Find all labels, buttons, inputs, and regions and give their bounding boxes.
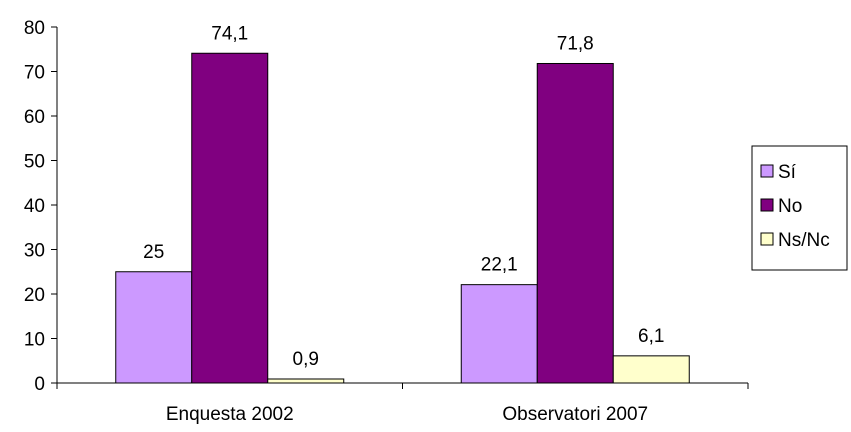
y-tick-label: 80 xyxy=(24,18,45,39)
data-label: 6,1 xyxy=(638,326,664,347)
y-tick-label: 70 xyxy=(24,63,45,84)
legend-swatch xyxy=(760,232,774,246)
x-axis: Enquesta 2002 Observatori 2007 xyxy=(56,382,749,425)
y-tick-label: 0 xyxy=(34,374,45,395)
data-label: 71,8 xyxy=(557,33,594,54)
bar-ns-nc-1 xyxy=(267,378,345,384)
legend: Sí No Ns/Nc xyxy=(751,145,848,271)
legend-swatch xyxy=(760,164,774,178)
legend-label: Sí xyxy=(778,162,797,183)
x-category-label: Observatori 2007 xyxy=(502,404,648,425)
legend-label: Ns/Nc xyxy=(778,230,830,251)
legend-label: No xyxy=(778,196,802,217)
bars: 25 22,1 74,1 71,8 0,9 6,1 xyxy=(115,23,690,384)
bar-ns-nc-2 xyxy=(612,355,690,384)
bar-no-1 xyxy=(191,52,269,384)
y-tick-label: 10 xyxy=(24,330,45,351)
data-label: 0,9 xyxy=(293,349,319,370)
x-category-label: Enquesta 2002 xyxy=(166,404,294,425)
y-tick-label: 30 xyxy=(24,241,45,262)
data-label: 74,1 xyxy=(211,23,248,44)
data-label: 25 xyxy=(143,242,164,263)
y-tick-label: 40 xyxy=(24,196,45,217)
y-tick-label: 50 xyxy=(24,152,45,173)
data-label: 22,1 xyxy=(481,255,518,276)
y-tick-label: 20 xyxy=(24,285,45,306)
bar-s--2 xyxy=(460,284,538,384)
bar-no-2 xyxy=(536,62,614,384)
y-tick-label: 60 xyxy=(24,107,45,128)
legend-swatch xyxy=(760,198,774,212)
y-axis: 0 10 20 30 40 50 60 70 80 xyxy=(24,18,58,395)
bar-s--1 xyxy=(115,271,193,384)
